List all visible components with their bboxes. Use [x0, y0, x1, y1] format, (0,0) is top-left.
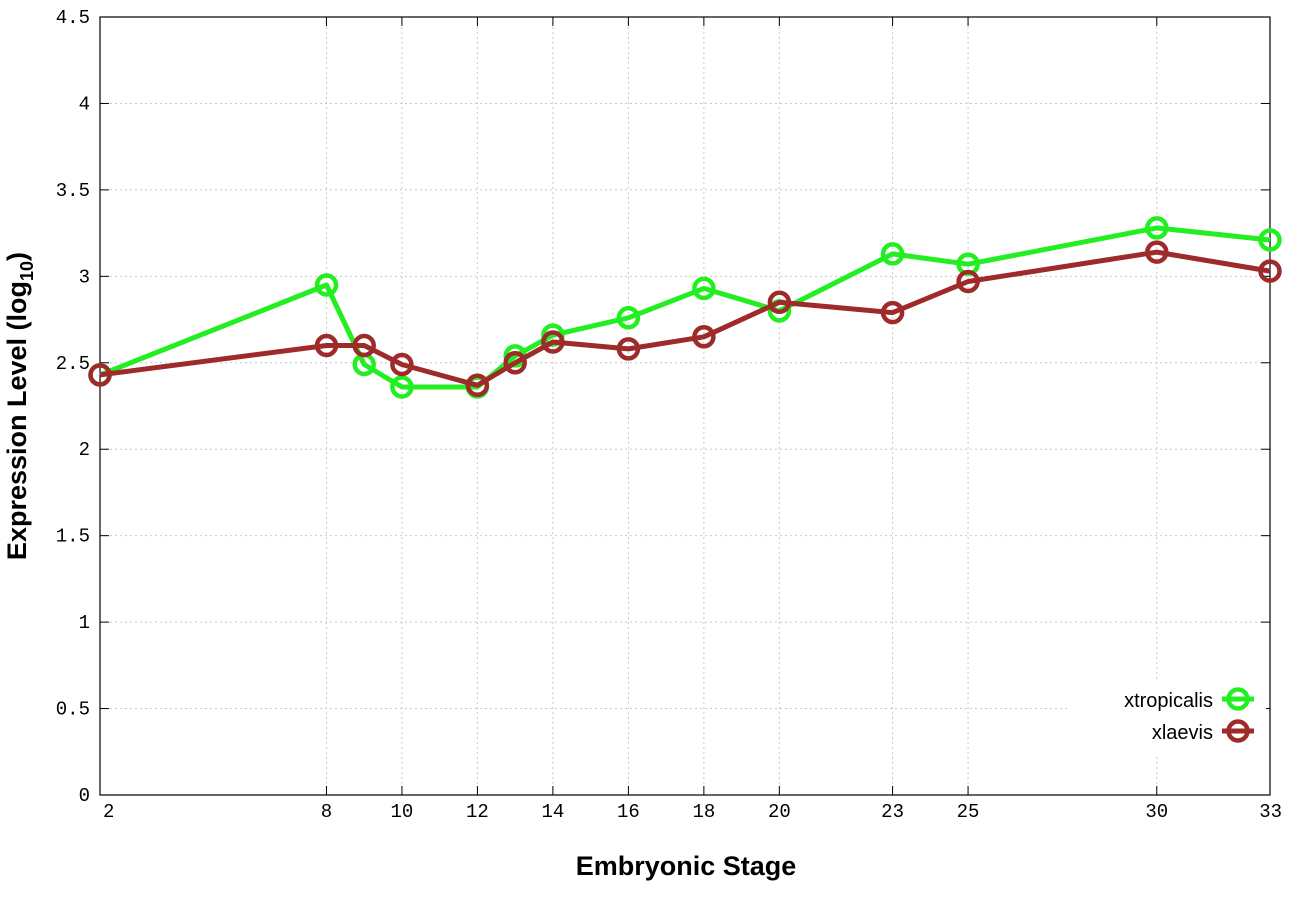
legend-swatch-marker-xlaevis: [1226, 719, 1250, 743]
x-tick-label: 30: [1145, 801, 1168, 823]
x-tick-label: 33: [1259, 801, 1282, 823]
data-point-xlaevis: [880, 300, 905, 325]
legend-label-xlaevis: xlaevis: [1152, 722, 1213, 744]
series-line-xlaevis: [99, 249, 1271, 388]
y-tick-label: 0.5: [56, 699, 90, 721]
data-point-xlaevis: [88, 363, 112, 387]
data-point-xlaevis: [390, 352, 414, 377]
plot-frame: [99, 16, 1271, 796]
data-point-xlaevis: [541, 330, 565, 354]
x-tick-label: 23: [881, 801, 904, 823]
x-tick-label: 20: [768, 801, 791, 823]
data-point-xlaevis: [352, 333, 376, 358]
data-point-xlaevis: [503, 351, 527, 375]
legend-label-xtropicalis: xtropicalis: [1124, 690, 1213, 712]
x-tick-label: 10: [391, 801, 414, 823]
x-tick-label: 8: [321, 801, 332, 823]
data-point-xtropicalis: [692, 276, 716, 301]
y-tick-label: 4.5: [56, 7, 90, 29]
x-axis-title: Embryonic Stage: [576, 851, 797, 881]
series-group: [88, 216, 1282, 399]
data-point-xtropicalis: [390, 375, 414, 399]
y-tick-label: 2.5: [56, 353, 90, 375]
data-point-xlaevis: [465, 373, 490, 398]
data-point-xlaevis: [767, 290, 792, 315]
y-tick-label: 2: [79, 439, 90, 461]
grid: [100, 16, 1270, 796]
y-axis-title-main: Expression Level (log: [2, 281, 32, 560]
axis-ticks: 0 0.5 1 1.5 2 2.5 3 3.5 4 4.5 2 8 10 12 14 16 18 20 23 25 30…: [56, 7, 1282, 823]
series-xlaevis: [88, 240, 1282, 398]
legend-item-xlaevis: xlaevis: [1152, 719, 1254, 744]
y-tick-label: 1.5: [56, 526, 90, 548]
y-axis-title: Expression Level (log10): [2, 252, 37, 560]
x-tick-label: 14: [541, 801, 564, 823]
data-point-xlaevis: [692, 325, 716, 349]
data-point-xlaevis: [1145, 240, 1169, 264]
data-point-xtropicalis: [1145, 216, 1169, 240]
data-point-xlaevis: [616, 337, 641, 361]
x-tick-label: 2: [103, 801, 114, 823]
data-point-xtropicalis: [1258, 228, 1282, 252]
x-tick-label: 16: [617, 801, 640, 823]
data-point-xtropicalis: [314, 273, 339, 297]
data-point-xlaevis: [314, 333, 339, 358]
y-tick-label: 3: [79, 266, 90, 288]
data-point-xtropicalis: [880, 242, 905, 266]
series-xtropicalis: [88, 216, 1282, 399]
y-axis-title-subscript: 10: [17, 261, 37, 281]
x-tick-label: 18: [692, 801, 715, 823]
legend-item-xtropicalis: xtropicalis: [1124, 687, 1254, 712]
data-point-xlaevis: [956, 269, 980, 294]
y-tick-label: 0: [79, 785, 90, 807]
y-tick-label: 4: [79, 93, 90, 115]
x-tick-label: 25: [957, 801, 980, 823]
y-axis-title-close: ): [2, 252, 32, 261]
y-tick-label: 1: [79, 612, 90, 634]
y-tick-label: 3.5: [56, 180, 90, 202]
x-tick-label: 12: [466, 801, 489, 823]
legend-swatch-marker-xtropicalis: [1226, 687, 1250, 711]
legend: xtropicalis xlaevis: [1070, 680, 1266, 754]
data-point-xlaevis: [1258, 259, 1282, 283]
data-point-xtropicalis: [616, 306, 641, 330]
